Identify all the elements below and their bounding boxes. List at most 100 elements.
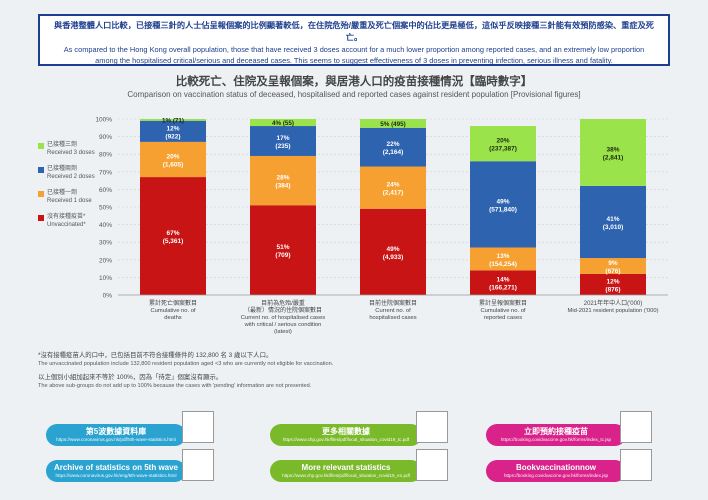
link-book-vaccine-en[interactable]: Bookvaccinationnow https://booking.covid…	[486, 460, 626, 482]
bar-segment	[140, 177, 206, 295]
link-url: https://booking.covidvaccine.gov.hk/form…	[503, 473, 609, 478]
link-label: Bookvaccinationnow	[515, 463, 596, 472]
data-label: 24%	[386, 182, 399, 189]
chart-title-zh: 比較死亡、住院及呈報個案，與居港人口的疫苗接種情況【臨時數字】	[175, 76, 533, 88]
bar-segment	[250, 126, 316, 156]
data-count-label: (4,933)	[383, 254, 404, 261]
x-category-label-zh: 累計死亡個案數目	[149, 299, 197, 307]
banner-zh: 與香港整體人口比較，已接種三針的人士佔呈報個案的比例顯著較低，在住院危殆/嚴重及…	[54, 21, 654, 42]
bar-segment	[580, 185, 646, 259]
data-label: 20%	[166, 153, 179, 160]
bar-segment	[250, 119, 316, 127]
x-category-label-en: Current no. of	[375, 308, 411, 314]
stacked-bar-chart: 0% 10% 20% 30% 40% 50% 60% 70% 80% 90% 100% 67%(5,3…	[95, 117, 668, 335]
footnotes: *沒有接種疫苗人的口中，已包括目前不符合接種條件的 132,800 名 3 歲以…	[38, 351, 678, 395]
link-relevant-stats-en[interactable]: More relevant statistics https://www.chp…	[270, 460, 422, 482]
legend-label-zh: 已接種一劑	[47, 190, 78, 196]
data-count-label: (876)	[605, 286, 620, 293]
qr-code-icon	[416, 449, 448, 481]
data-count-label: (1,605)	[163, 161, 184, 168]
link-url: https://www.chp.gov.hk/files/pdf/local_s…	[282, 473, 410, 478]
x-category-label-zh: （最新）情況的住院個案數目	[244, 306, 322, 314]
data-count-label: (709)	[275, 252, 290, 259]
x-category-label-en: Cumulative no. of	[150, 308, 195, 314]
x-category-label-zh: 2021年年中人口('000)	[584, 299, 643, 307]
link-url: https://www.coronavirus.gov.hk/eng/5th-w…	[55, 473, 177, 478]
legend-label-zh: 沒有接種疫苗*	[47, 214, 86, 220]
bar-segment	[250, 155, 316, 206]
data-label: 38%	[606, 146, 619, 153]
link-label: 第5波數據資料庫	[85, 427, 147, 436]
y-tick-label: 30%	[99, 240, 112, 247]
y-tick-label: 40%	[99, 222, 112, 229]
x-category-label-en: hospitalised cases	[369, 315, 416, 321]
banner-en-line1: As compared to the Hong Kong overall pop…	[63, 45, 645, 54]
legend-label-zh: 已接種三劑	[47, 142, 78, 148]
y-tick-label: 70%	[99, 169, 112, 176]
data-label: 9%	[608, 260, 618, 267]
qr-code-icon	[620, 449, 652, 481]
bar-segment	[360, 208, 426, 295]
banner-en-line2: among the hospitalised critical/serious …	[95, 56, 613, 65]
y-tick-label: 20%	[99, 257, 112, 264]
link-5th-wave-archive-en[interactable]: Archive of statistics on 5th wave https:…	[46, 460, 186, 482]
x-category-label-en: with critical / serious condition	[244, 322, 322, 328]
legend-item-2-doses: 已接種兩劑 Received 2 doses	[38, 165, 118, 181]
data-count-label: (5,361)	[163, 238, 184, 245]
link-url: https://www.coronavirus.gov.hk/pdf/5th-w…	[56, 437, 176, 442]
data-label: 67%	[166, 230, 179, 237]
bar-segment	[360, 166, 426, 209]
data-count-label: (2,164)	[383, 149, 404, 156]
note-2-en: The above sub-groups do not add up to 10…	[38, 383, 312, 389]
legend-label-en: Received 3 doses	[47, 150, 95, 156]
bar-segment	[360, 127, 426, 167]
data-label: 13%	[496, 253, 509, 260]
x-category-label-en: reported cases	[484, 315, 522, 321]
qr-code-icon	[620, 411, 652, 443]
data-count-label: (166,271)	[489, 285, 517, 292]
note-2-zh: 以上個別小組加起來不等於 100%，因為「待定」個案沒有顯示。	[38, 374, 223, 381]
qr-code-icon	[182, 449, 214, 481]
link-5th-wave-archive-zh[interactable]: 第5波數據資料庫 https://www.coronavirus.gov.hk/…	[46, 424, 186, 446]
data-label: 28%	[276, 175, 289, 182]
y-tick-label: 50%	[99, 205, 112, 212]
y-tick-label: 80%	[99, 152, 112, 159]
bar-segment	[470, 270, 536, 295]
data-label: 51%	[276, 244, 289, 251]
data-label: 12%	[606, 278, 619, 285]
bar-segment	[250, 205, 316, 295]
data-label: 49%	[386, 246, 399, 253]
bar-segment	[140, 119, 206, 121]
data-count-label: (384)	[275, 183, 290, 190]
legend-item-1-dose: 已接種一劑 Received 1 dose	[38, 189, 118, 205]
legend-swatch	[38, 215, 44, 221]
data-count-label: (237,387)	[489, 146, 517, 153]
data-label: 14%	[496, 277, 509, 284]
legend-swatch	[38, 167, 44, 173]
data-count-label: (676)	[605, 268, 620, 275]
note-1-zh: *沒有接種疫苗人的口中，已包括目前不符合接種條件的 132,800 名 3 歲以…	[38, 352, 273, 359]
data-label: 5% (495)	[380, 121, 406, 128]
link-label: 立即預約接種疫苗	[524, 427, 588, 436]
link-book-vaccine-zh[interactable]: 立即預約接種疫苗 https://booking.covidvaccine.go…	[486, 424, 626, 446]
x-category-label-zh: 累計呈報個案數目	[479, 299, 527, 307]
legend-swatch	[38, 191, 44, 197]
legend-label-zh: 已接種兩劑	[47, 166, 78, 172]
chart-title-en: Comparison on vaccination status of dece…	[127, 90, 581, 99]
data-count-label: (235)	[275, 143, 290, 150]
bar-segment	[470, 126, 536, 162]
data-label: 22%	[386, 141, 399, 148]
x-category-label-zh: 目前住院個案數目	[369, 299, 417, 307]
x-category-label-en: Current no. of hospitalised cases	[241, 315, 326, 321]
note-1-en: The unvaccinated population include 132,…	[38, 361, 334, 367]
link-url: https://www.chp.gov.hk/files/pdf/local_s…	[282, 437, 410, 442]
legend-item-3-doses: 已接種三劑 Received 3 doses	[38, 141, 118, 157]
bar-segment	[580, 273, 646, 295]
link-relevant-stats-zh[interactable]: 更多相關數據 https://www.chp.gov.hk/files/pdf/…	[270, 424, 422, 446]
x-category-label-en: (latest)	[274, 329, 292, 335]
qr-code-icon	[416, 411, 448, 443]
y-tick-label: 0%	[103, 293, 113, 300]
bar-segment	[580, 258, 646, 274]
data-label: 4% (55)	[272, 120, 294, 127]
data-label: 1% (71)	[162, 117, 184, 124]
